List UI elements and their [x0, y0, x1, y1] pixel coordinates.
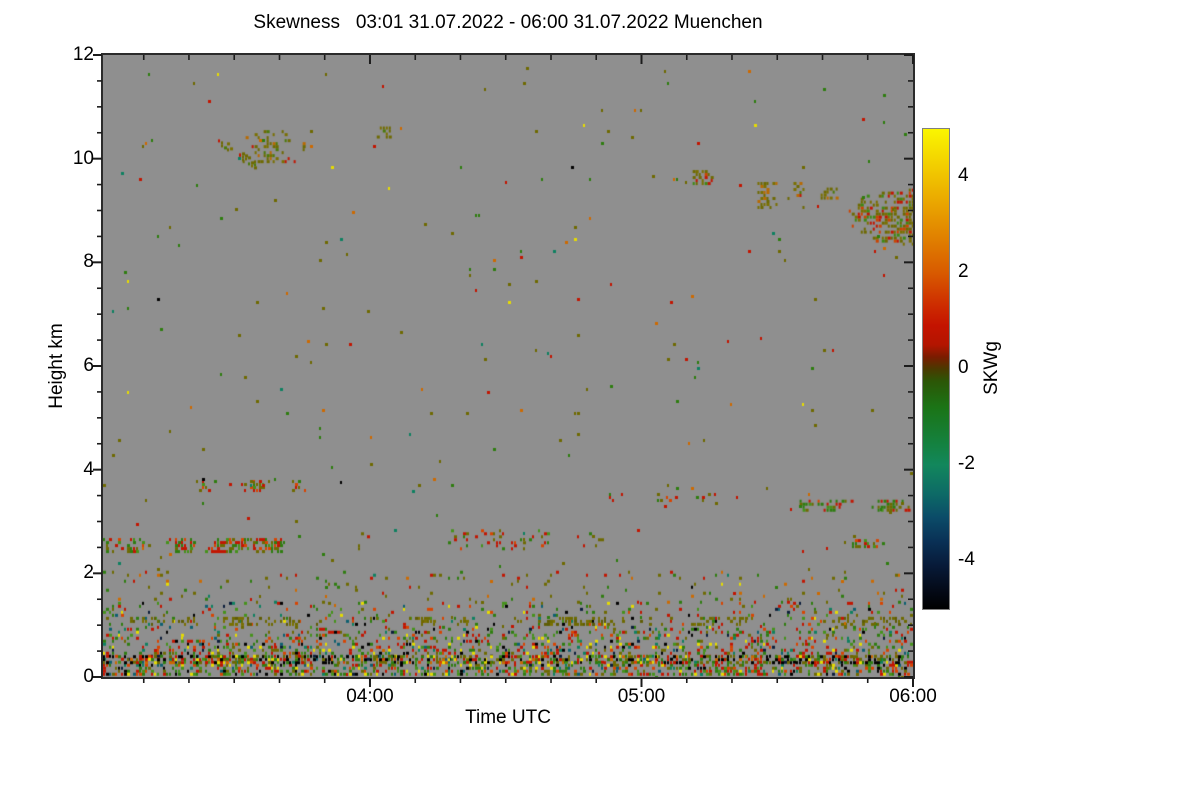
x-axis-label: Time UTC: [465, 707, 551, 728]
colorbar-tick-label: 0: [958, 357, 969, 378]
colorbar: [922, 128, 950, 610]
y-tick-label: 0: [83, 666, 94, 687]
y-tick-label: 12: [72, 44, 94, 65]
colorbar-tick-label: 4: [958, 165, 969, 186]
y-tick-label: 2: [83, 562, 94, 584]
colorbar-tick-label: -4: [958, 549, 975, 570]
colorbar-tick-label: 2: [958, 261, 969, 282]
colorbar-tick-label: -2: [958, 453, 975, 474]
y-tick-label: 6: [83, 355, 94, 376]
x-tick-label: 05:00: [617, 686, 666, 707]
y-tick-label: 4: [83, 458, 94, 480]
y-axis-label: Height km: [46, 323, 67, 409]
x-tick-label: 04:00: [346, 686, 394, 707]
heatmap-canvas: [103, 55, 913, 677]
colorbar-label: SKWg: [981, 341, 1002, 395]
chart-title: Skewness 03:01 31.07.2022 - 06:00 31.07.…: [253, 12, 763, 33]
plot-area: [103, 55, 913, 677]
y-tick-label: 10: [72, 147, 94, 169]
x-tick-label: 06:00: [889, 686, 937, 707]
y-tick-label: 8: [83, 251, 94, 273]
colorbar-gradient: [923, 129, 949, 609]
